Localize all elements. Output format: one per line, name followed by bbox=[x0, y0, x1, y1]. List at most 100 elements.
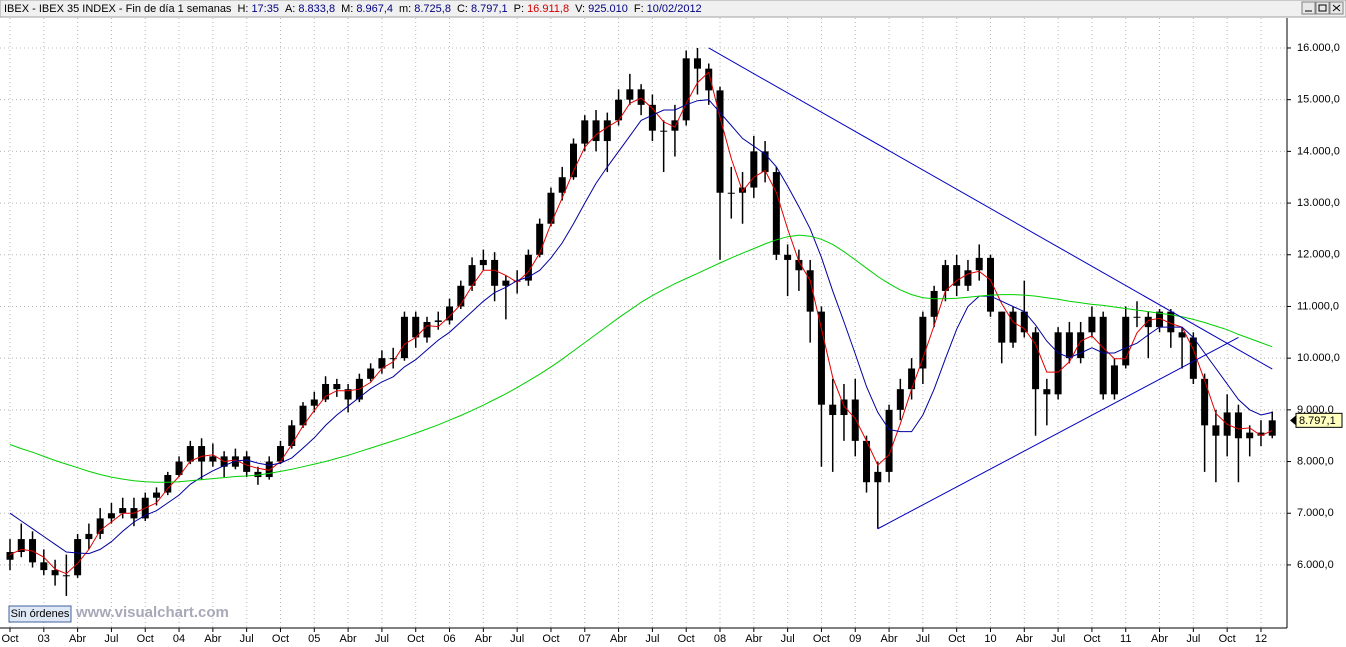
x-tick-label: 04 bbox=[173, 633, 185, 645]
close-icon bbox=[1332, 4, 1341, 12]
y-tick-label: 14.000,0 bbox=[1297, 145, 1340, 157]
candle-body bbox=[1144, 316, 1152, 328]
candle-body bbox=[389, 358, 397, 360]
candle-body bbox=[1201, 378, 1209, 426]
y-tick-label: 16.000,0 bbox=[1297, 42, 1340, 54]
candle-body bbox=[1122, 316, 1130, 366]
x-tick-label: Abr bbox=[204, 633, 221, 645]
header-field-label: P: bbox=[514, 3, 524, 15]
candle-body bbox=[885, 409, 893, 472]
candle-body bbox=[1020, 311, 1028, 333]
candle-body bbox=[423, 321, 431, 338]
x-tick-label: Oct bbox=[948, 633, 965, 645]
candle-body bbox=[1156, 311, 1164, 328]
candle-body bbox=[378, 358, 386, 369]
maximize-button[interactable] bbox=[1315, 1, 1330, 15]
candle-body bbox=[153, 492, 161, 498]
candle-body bbox=[468, 265, 476, 286]
candle-body bbox=[367, 368, 375, 379]
plot-area bbox=[0, 18, 1287, 628]
x-tick-label: Oct bbox=[1, 633, 18, 645]
candle-body bbox=[333, 384, 341, 390]
candle-body bbox=[524, 254, 532, 281]
last-price-pointer bbox=[1290, 415, 1296, 426]
x-tick-label: Oct bbox=[1083, 633, 1100, 645]
x-tick-label: Jul bbox=[104, 633, 118, 645]
x-tick-label: Abr bbox=[745, 633, 762, 645]
candle-body bbox=[874, 471, 882, 483]
candle-body bbox=[175, 461, 183, 475]
candle-body bbox=[1032, 332, 1040, 390]
x-tick-label: Jul bbox=[1186, 633, 1200, 645]
header-field-label: A: bbox=[285, 3, 295, 15]
candle-body bbox=[648, 104, 656, 131]
candle-body bbox=[1043, 389, 1051, 395]
x-tick-label: 11 bbox=[1120, 633, 1131, 645]
candle-body bbox=[908, 368, 916, 390]
y-tick-label: 6.000,0 bbox=[1297, 559, 1334, 571]
orders-button[interactable] bbox=[8, 605, 72, 623]
last-price-box bbox=[1295, 412, 1343, 428]
candle-body bbox=[964, 270, 972, 286]
candle-body bbox=[1088, 316, 1096, 333]
candle-body bbox=[693, 58, 701, 69]
maximize-icon bbox=[1318, 4, 1327, 12]
candle-body bbox=[705, 68, 713, 91]
header-field-value: 925.010 bbox=[588, 3, 628, 15]
candle-body bbox=[863, 440, 871, 483]
candle-body bbox=[1189, 337, 1197, 379]
candle-body bbox=[626, 89, 634, 100]
x-tick-label: 12 bbox=[1255, 633, 1267, 645]
header-field-value: 8.725,8 bbox=[414, 3, 451, 15]
moving-average-line bbox=[9, 234, 1273, 483]
candle-body bbox=[806, 270, 814, 312]
candle-body bbox=[344, 389, 352, 400]
x-tick-label: 09 bbox=[849, 633, 861, 645]
header-field-value: 8.833,8 bbox=[298, 3, 335, 15]
header-text: IBEX - IBEX 35 INDEX - Fin de día 1 sema… bbox=[4, 3, 702, 15]
candle-body bbox=[209, 456, 217, 462]
x-tick-label: 10 bbox=[984, 633, 996, 645]
candle-body bbox=[299, 405, 307, 426]
candle-body bbox=[243, 456, 251, 472]
candle-body bbox=[1009, 311, 1017, 343]
candle-body bbox=[558, 177, 566, 193]
candle-body bbox=[953, 265, 961, 286]
candle-body bbox=[254, 471, 262, 478]
x-tick-label: Abr bbox=[475, 633, 492, 645]
header-field-value: 8.967,4 bbox=[356, 3, 393, 15]
header-field-label: V: bbox=[575, 3, 585, 15]
candle-body bbox=[716, 90, 724, 193]
candle-body bbox=[186, 446, 194, 462]
x-tick-label: Oct bbox=[137, 633, 154, 645]
x-tick-label: Oct bbox=[272, 633, 289, 645]
candle-body bbox=[570, 143, 577, 178]
candle-body bbox=[784, 254, 792, 260]
candle-body bbox=[6, 552, 14, 560]
candle-body bbox=[434, 320, 442, 322]
x-tick-label: Jul bbox=[781, 633, 795, 645]
candle-body bbox=[164, 474, 172, 493]
candle-body bbox=[986, 257, 994, 312]
candle-body bbox=[1099, 316, 1107, 395]
header-field-label: m: bbox=[399, 3, 411, 15]
candle-body bbox=[479, 259, 487, 266]
candle-body bbox=[198, 446, 206, 462]
candle-body bbox=[40, 562, 48, 571]
candle-body bbox=[17, 539, 25, 553]
candle-body bbox=[671, 120, 679, 131]
candle-body bbox=[265, 461, 273, 478]
x-tick-label: Jul bbox=[240, 633, 254, 645]
candle-body bbox=[761, 151, 769, 173]
trend-line bbox=[708, 47, 1273, 370]
minimize-button[interactable] bbox=[1301, 1, 1316, 15]
header-field-label: F: bbox=[634, 3, 644, 15]
x-tick-label: Jul bbox=[645, 633, 659, 645]
candle-body bbox=[592, 120, 600, 142]
x-tick-label: Jul bbox=[510, 633, 524, 645]
header-bar bbox=[0, 0, 1346, 18]
x-tick-label: Jul bbox=[1051, 633, 1065, 645]
last-price-label: 8.797,1 bbox=[1299, 415, 1336, 427]
candle-body bbox=[998, 311, 1006, 343]
